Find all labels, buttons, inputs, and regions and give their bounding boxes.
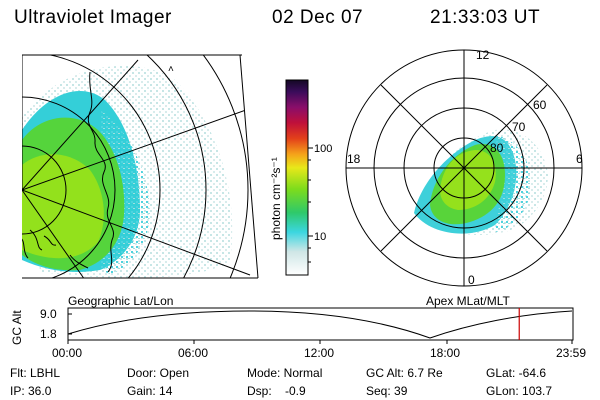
- geographic-caption: Geographic Lat/Lon: [68, 294, 173, 308]
- lat-label-60: 60: [533, 98, 547, 112]
- timeline-ytick-1-8: 1.8: [40, 327, 57, 341]
- altitude-curve: [67, 310, 573, 339]
- info-glat: GLat: -64.6: [486, 366, 547, 380]
- date-label: 02 Dec 07: [272, 7, 364, 28]
- left-frame-right: [239, 54, 259, 279]
- mlt-label-0: 0: [468, 273, 475, 287]
- mlt-label-18: 18: [347, 152, 361, 166]
- lat-label-70: 70: [512, 120, 526, 134]
- info-flt: Flt: LBHL: [10, 366, 61, 380]
- info-dsp: Dsp: -0.9: [247, 384, 306, 398]
- lat-label-80: 80: [490, 141, 504, 155]
- info-mode: Mode: Normal: [247, 366, 323, 380]
- timeline-frame: [67, 307, 574, 341]
- colorbar-tick-10: 10: [314, 231, 326, 243]
- geographic-panel: [22, 55, 251, 278]
- polar-panel: 12 18 6 0 60 70 80: [345, 48, 583, 287]
- info-ip: IP: 36.0: [10, 384, 52, 398]
- colorbar-unit-label: photon cm⁻²s⁻¹: [269, 157, 283, 240]
- info-gain: Gain: 14: [127, 384, 173, 398]
- timeline-xtick-4: 23:59: [556, 346, 586, 360]
- timeline-ylabel: GC Alt: [10, 310, 24, 345]
- timeline-ytick-9: 9.0: [40, 307, 57, 321]
- timeline-xtick-3: 18:00: [430, 346, 460, 360]
- mlt-label-6: 6: [576, 152, 583, 166]
- timeline-xtick-1: 06:00: [178, 346, 208, 360]
- mlt-label-12: 12: [476, 48, 490, 62]
- apex-caption: Apex MLat/MLT: [426, 294, 510, 308]
- info-glon: GLon: 103.7: [486, 384, 553, 398]
- left-frame-tick-mark: ˄: [168, 64, 174, 75]
- info-door: Door: Open: [127, 366, 190, 380]
- time-label: 21:33:03 UT: [430, 7, 541, 28]
- timeline-xtick-0: 00:00: [52, 346, 82, 360]
- colorbar: [285, 79, 309, 276]
- polar-bright-region: [440, 150, 496, 210]
- colorbar-tick-100: 100: [314, 143, 332, 155]
- coastline: [22, 71, 114, 273]
- timeline-xtick-2: 12:00: [304, 346, 334, 360]
- info-seq: Seq: 39: [366, 384, 408, 398]
- instrument-title: Ultraviolet Imager: [14, 7, 172, 28]
- info-gc-alt: GC Alt: 6.7 Re: [366, 366, 443, 380]
